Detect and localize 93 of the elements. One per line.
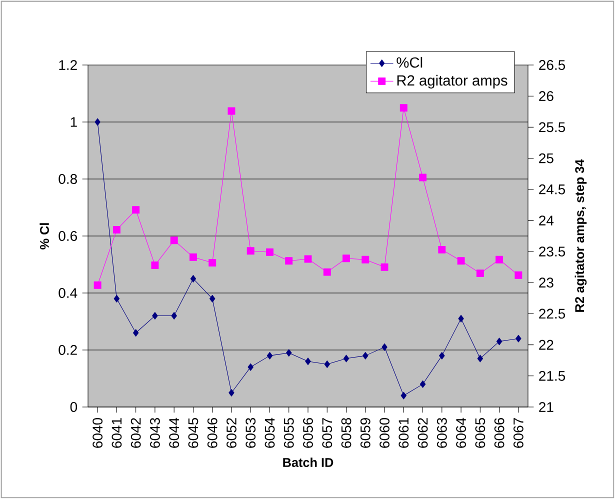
y-axis-title: % Cl: [40, 223, 49, 250]
point: [382, 343, 388, 351]
x-tick-label: 6063: [436, 418, 447, 448]
point: [151, 261, 159, 269]
y2-tick-label: 24.5: [539, 184, 566, 194]
x-tick-label: 6060: [380, 418, 390, 448]
y-tick-label: 0: [70, 402, 78, 412]
y2-tick-label: 26: [539, 91, 554, 102]
y2-tick-label: 24: [539, 216, 554, 226]
y-tick-label: 0.4: [58, 288, 78, 298]
point: [458, 314, 464, 322]
point: [114, 294, 120, 302]
y2-tick-label: 22.5: [539, 308, 566, 319]
point: [342, 254, 350, 262]
point: [514, 271, 522, 279]
x-tick-label: 6058: [341, 418, 352, 448]
x-tick-label: 6067: [513, 418, 524, 448]
point: [228, 107, 236, 115]
y2-tick-label: 21.5: [539, 370, 566, 381]
y2-tick-label: 23.5: [539, 246, 566, 257]
x-tick-label: 6053: [246, 418, 256, 448]
y2-tick-label: 23: [539, 278, 554, 288]
x-tick-label: 6042: [130, 418, 141, 448]
point: [152, 312, 158, 320]
point: [248, 363, 254, 371]
point: [419, 174, 427, 182]
point: [400, 104, 408, 112]
x-tick-label: 6061: [398, 418, 409, 448]
x-tick-label: 6065: [475, 418, 486, 448]
point: [189, 253, 197, 261]
point: [438, 246, 446, 254]
point: [228, 389, 234, 396]
point: [439, 352, 445, 360]
point: [477, 354, 484, 362]
x-tick-label: 6041: [112, 418, 122, 448]
x-tick-label: 6062: [418, 418, 428, 448]
point: [362, 256, 370, 264]
point: [132, 329, 139, 337]
y-tick-label: 0.6: [58, 231, 77, 241]
y-tick-label: 0.8: [58, 174, 77, 184]
point: [171, 312, 177, 320]
x-tick-label: 6055: [284, 418, 294, 448]
point: [190, 275, 196, 282]
point: [362, 352, 368, 360]
point: [285, 257, 293, 265]
x-tick-label: 6043: [150, 418, 160, 448]
point: [209, 294, 216, 302]
x-tick-label: 6054: [264, 418, 275, 448]
y2-axis-title: R2 agitator amps, step 34: [574, 159, 587, 312]
y2-tick-label: 25: [539, 153, 554, 164]
point: [112, 226, 120, 234]
x-axis-title: Batch ID: [283, 458, 334, 467]
y2-tick-label: 25.5: [539, 122, 566, 132]
x-tick-label: 6040: [92, 418, 103, 448]
y-tick-label: 1.2: [59, 60, 77, 70]
point: [496, 256, 504, 264]
x-tick-label: 6046: [207, 418, 218, 448]
legend-label: %Cl: [396, 56, 422, 68]
point: [380, 263, 388, 271]
point: [324, 360, 330, 368]
point: [476, 270, 484, 278]
x-tick-label: 6056: [303, 418, 313, 448]
point: [94, 118, 100, 126]
point: [420, 380, 426, 388]
x-tick-label: 6057: [322, 418, 332, 448]
x-tick-label: 6052: [226, 418, 236, 448]
point: [305, 358, 311, 366]
y2-tick-label: 22: [539, 340, 554, 350]
y-tick-label: 0.2: [58, 345, 77, 355]
point: [266, 352, 273, 360]
point: [323, 268, 331, 276]
point: [343, 354, 350, 362]
point: [304, 255, 312, 263]
point: [266, 248, 274, 256]
point: [457, 257, 465, 265]
point: [170, 236, 178, 244]
y2-tick-label: 26.5: [539, 60, 566, 70]
point: [516, 334, 522, 342]
point: [94, 281, 102, 289]
x-tick-label: 6066: [494, 418, 504, 448]
x-tick-label: 6059: [360, 418, 370, 448]
y2-tick-label: 21: [539, 402, 554, 412]
legend-label: R2 agitator amps: [397, 74, 508, 89]
point: [132, 206, 140, 214]
point: [496, 338, 502, 346]
point: [246, 247, 254, 255]
point: [208, 258, 216, 266]
x-tick-label: 6045: [188, 418, 198, 448]
x-tick-label: 6064: [456, 418, 466, 448]
y-tick-label: 1: [70, 117, 77, 127]
x-tick-label: 6044: [169, 418, 180, 448]
point: [286, 349, 292, 357]
point: [400, 392, 407, 400]
